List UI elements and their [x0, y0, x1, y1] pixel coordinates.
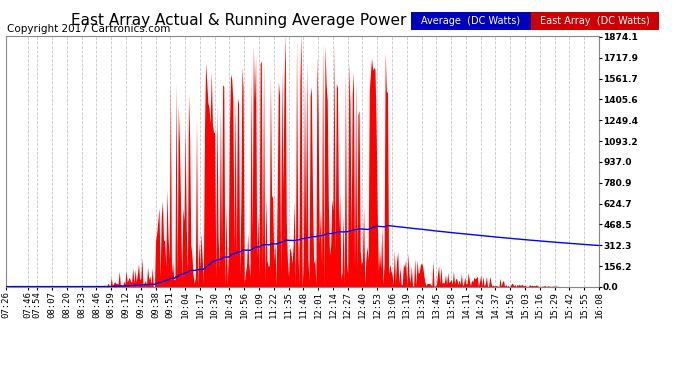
Text: Copyright 2017 Cartronics.com: Copyright 2017 Cartronics.com: [7, 24, 170, 34]
Text: East Array Actual & Running Average Power Fri Dec 15 16:09: East Array Actual & Running Average Powe…: [70, 13, 537, 28]
Text: Average  (DC Watts): Average (DC Watts): [422, 16, 520, 26]
Text: East Array  (DC Watts): East Array (DC Watts): [540, 16, 650, 26]
